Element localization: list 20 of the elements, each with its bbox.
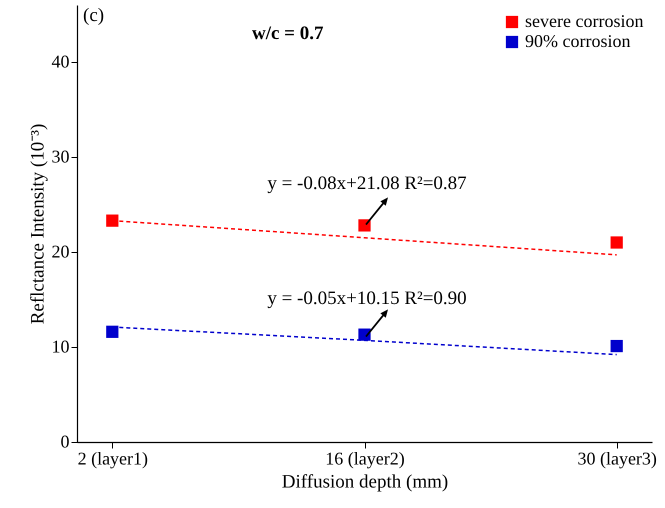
- y-tick-label: 20: [52, 242, 70, 262]
- x-axis-title: Diffusion depth (mm): [282, 472, 448, 492]
- legend-label: severe corrosion: [525, 11, 644, 31]
- x-tick-label: 30 (layer3): [577, 448, 657, 468]
- point: [610, 340, 623, 352]
- point: [610, 236, 623, 249]
- legend-label: 90% corrosion: [525, 31, 630, 51]
- point: [106, 214, 118, 227]
- y-tick-label: 0: [60, 432, 70, 452]
- annotation: w/c = 0.7: [252, 23, 324, 44]
- annotation: (c): [83, 5, 104, 26]
- y-axis-title: Reflctance Intensity (10⁻³): [28, 124, 48, 324]
- annotation: y = -0.08x+21.08 R²=0.87: [267, 173, 467, 194]
- x-tick-label: 2 (layer1): [78, 448, 148, 468]
- y-tick-label: 10: [52, 336, 70, 356]
- y-tick-label: 40: [52, 52, 70, 72]
- point: [106, 326, 118, 338]
- annotation: y = -0.05x+10.15 R²=0.90: [267, 288, 467, 309]
- x-tick-label: 16 (layer2): [325, 448, 405, 468]
- y-tick-label: 30: [52, 146, 70, 166]
